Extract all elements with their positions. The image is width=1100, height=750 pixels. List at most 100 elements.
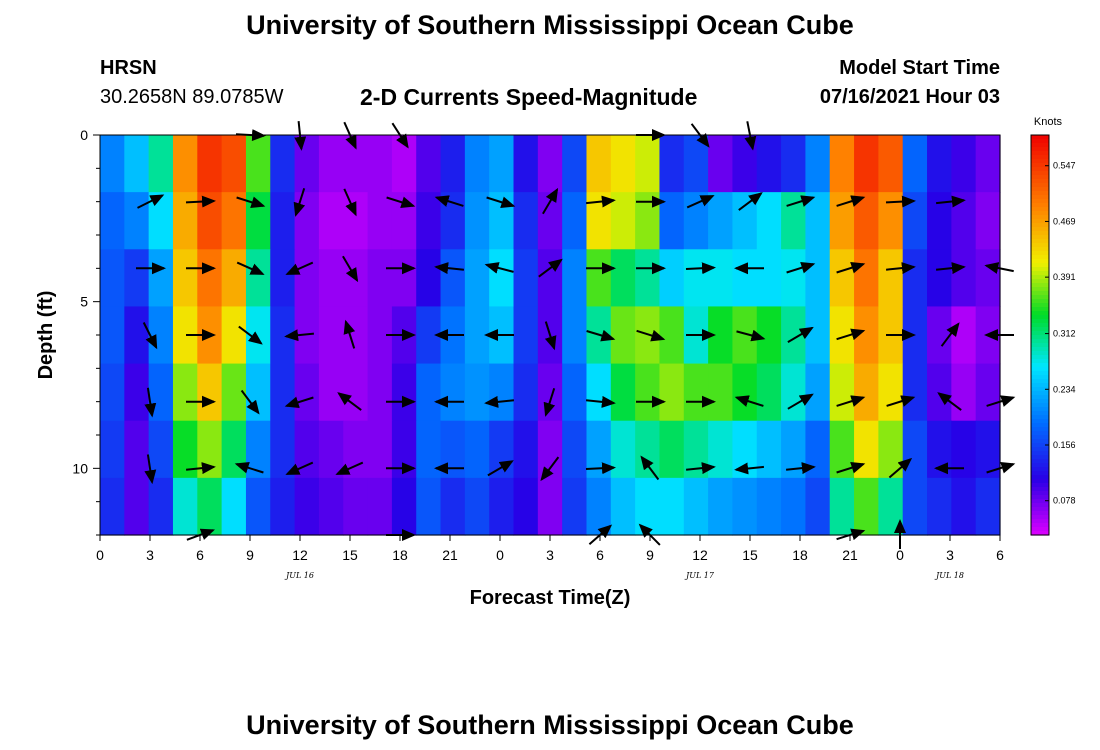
heatmap-cell [172,477,198,536]
x-tick-label: 12 [692,547,708,563]
current-vector [285,461,314,475]
x-tick-label: 6 [596,547,604,563]
current-vector [234,461,264,474]
heatmap-cell [513,420,539,479]
heatmap-cell [513,477,539,536]
colorbar-segment [1031,435,1049,440]
colorbar-segment [1031,267,1049,272]
heatmap-cell [172,135,198,193]
colorbar-segment [1031,403,1049,408]
heatmap-cell [635,249,661,308]
heatmap-cell [440,420,466,479]
colorbar-segment [1031,239,1049,244]
current-vector [540,456,560,482]
colorbar-segment [1031,479,1049,484]
x-tick-label: 0 [96,547,104,563]
current-vector [543,387,556,417]
heatmap-cell [829,249,855,308]
x-tick-label: 6 [996,547,1004,563]
heatmap-cell [148,477,174,536]
heatmap-cell [951,363,977,422]
current-vector [734,462,765,475]
heatmap-cell [391,363,417,422]
current-vector [785,462,816,475]
heatmap-cell [367,135,393,193]
heatmap-cell [513,306,539,365]
colorbar-segment [1031,451,1049,456]
heatmap-cell [659,249,685,308]
colorbar-segment [1031,347,1049,352]
current-vector [434,195,464,207]
heatmap-cell [902,420,928,479]
colorbar-segment [1031,427,1049,432]
y-tick-label: 10 [72,460,88,476]
heatmap-cell [854,135,879,193]
heatmap-cell [318,249,344,308]
heatmap-cell [902,135,928,193]
heatmap-cell [927,249,952,308]
heatmap-cell [343,477,369,536]
heatmap-cell [124,306,150,365]
heatmap-cell [756,192,782,250]
colorbar-segment [1031,235,1049,240]
heatmap-cell [659,135,685,193]
current-vector [484,262,514,274]
heatmap-cell [172,192,198,250]
heatmap-cell [951,249,977,308]
heatmap-cell [562,420,588,479]
heatmap-cell [124,363,150,422]
heatmap-cell [172,249,198,308]
heatmap-cell [489,249,515,308]
heatmap-cell [294,249,320,308]
heatmap-cell [756,249,782,308]
heatmap-cell [610,192,636,250]
colorbar-segment [1031,463,1049,468]
heatmap-cell [270,477,296,536]
colorbar-tick-label: 0.156 [1053,440,1076,450]
x-tick-label: 0 [496,547,504,563]
heatmap-cell [464,420,490,479]
heatmap-cell [270,249,296,308]
heatmap-cell [391,477,417,536]
current-vector [935,262,966,275]
y-axis-label: Depth (ft) [35,291,57,380]
heatmap-cell [489,192,515,250]
current-vector [144,454,157,485]
heatmap-cell [343,135,369,193]
current-vector [142,322,158,350]
heatmap-cell [513,135,539,193]
colorbar-segment [1031,159,1049,164]
heatmap-cell [172,363,198,422]
heatmap-cell [708,363,734,422]
heatmap-cell [464,363,490,422]
heatmap-cell [683,249,709,308]
heatmap-cell [245,249,271,308]
heatmap-cell [513,363,539,422]
x-tick-label: 21 [842,547,858,563]
heatmap-cell [367,420,393,479]
current-vector [343,319,356,349]
heatmap-cell [975,135,1001,193]
heatmap-cell [489,363,515,422]
heatmap-cell [805,192,831,250]
heatmap-cell [270,420,296,479]
colorbar-segment [1031,359,1049,364]
colorbar-segment [1031,207,1049,212]
heatmap-cell [148,249,174,308]
colorbar-segment [1031,339,1049,344]
current-vector [885,195,916,208]
heatmap-cell [610,420,636,479]
y-axis: 0 5 10 [72,127,100,536]
colorbar-segment [1031,351,1049,356]
colorbar-segment [1031,143,1049,148]
colorbar-tick-label: 0.391 [1053,272,1076,282]
heatmap-cell [610,249,636,308]
heatmap-cell [854,306,879,365]
heatmap-cell [708,477,734,536]
date-label: JUL 17 [684,571,715,580]
current-vector [285,261,314,275]
colorbar-segment [1031,431,1049,436]
colorbar-segment [1031,215,1049,220]
date-label: JUL 16 [284,571,314,580]
colorbar-segment [1031,423,1049,428]
